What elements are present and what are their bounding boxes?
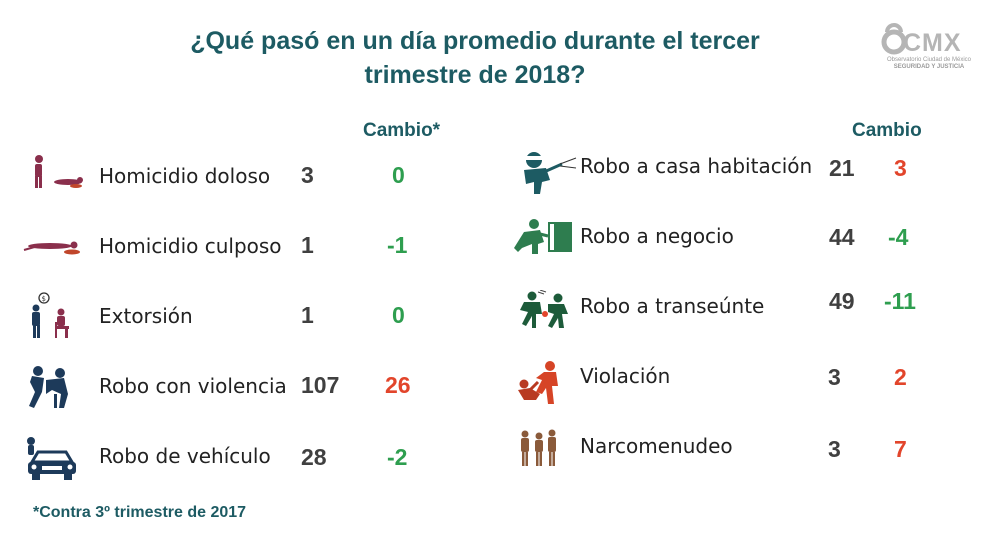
- assault-icon: [518, 361, 558, 404]
- drugs-icon: [521, 429, 556, 466]
- crime-label: Robo con violencia: [99, 374, 287, 398]
- crime-change: -4: [888, 224, 909, 250]
- crime-change: 0: [392, 302, 405, 328]
- crime-label: Homicidio doloso: [99, 164, 271, 188]
- cmx-logo-icon: [881, 23, 907, 55]
- logo-text: CMX: [903, 29, 962, 57]
- title-line-1: ¿Qué pasó en un día promedio durante el …: [190, 27, 760, 55]
- crime-count: 3: [828, 436, 841, 462]
- crime-label: Robo a transeúnte: [580, 294, 765, 318]
- title-line-2: trimestre de 2018?: [364, 61, 586, 89]
- crime-count: 3: [301, 162, 314, 188]
- crime-count: 1: [301, 302, 314, 328]
- svg-text:$: $: [42, 295, 46, 303]
- crime-count: 21: [829, 155, 855, 181]
- crime-label: Violación: [580, 364, 671, 388]
- crime-label: Extorsión: [99, 304, 193, 328]
- crime-change: -11: [884, 288, 916, 314]
- crime-count: 3: [828, 364, 841, 390]
- right-change-header: Cambio: [852, 120, 922, 141]
- crime-label: Homicidio culposo: [99, 234, 282, 258]
- crime-change: 7: [894, 436, 907, 462]
- crime-change: 2: [894, 364, 907, 390]
- logo-subtitle-2: SEGURIDAD Y JUSTICIA: [893, 64, 965, 70]
- crime-change: 0: [392, 162, 405, 188]
- crime-change: -2: [387, 444, 408, 470]
- business-robbery-icon: [514, 219, 572, 254]
- crime-change: 3: [894, 155, 907, 181]
- car-icon: [27, 437, 76, 480]
- crime-change: 26: [385, 372, 411, 398]
- crime-label: Narcomenudeo: [580, 434, 733, 458]
- body-icon: [23, 241, 80, 255]
- crime-label: Robo a negocio: [580, 224, 734, 248]
- crime-count: 28: [301, 444, 327, 470]
- crime-count: 1: [301, 232, 314, 258]
- violent-robbery-icon: [29, 366, 68, 408]
- crime-label: Robo a casa habitación: [580, 154, 813, 178]
- homicide-icon: [35, 155, 83, 188]
- crime-change: -1: [387, 232, 408, 258]
- crime-count: 107: [301, 372, 340, 398]
- left-change-header: Cambio*: [363, 120, 441, 141]
- extortion-icon: $: [32, 292, 69, 338]
- logo-subtitle: Observatorio Ciudad de México: [886, 57, 972, 63]
- crime-count: 44: [829, 224, 855, 250]
- page-title: ¿Qué pasó en un día promedio durante el …: [150, 24, 800, 92]
- crime-count: 49: [829, 288, 855, 314]
- burglar-icon: [524, 152, 577, 194]
- footnote: *Contra 3º trimestre de 2017: [33, 504, 247, 521]
- pedestrian-robbery-icon: [520, 290, 568, 328]
- crime-label: Robo de vehículo: [99, 444, 271, 468]
